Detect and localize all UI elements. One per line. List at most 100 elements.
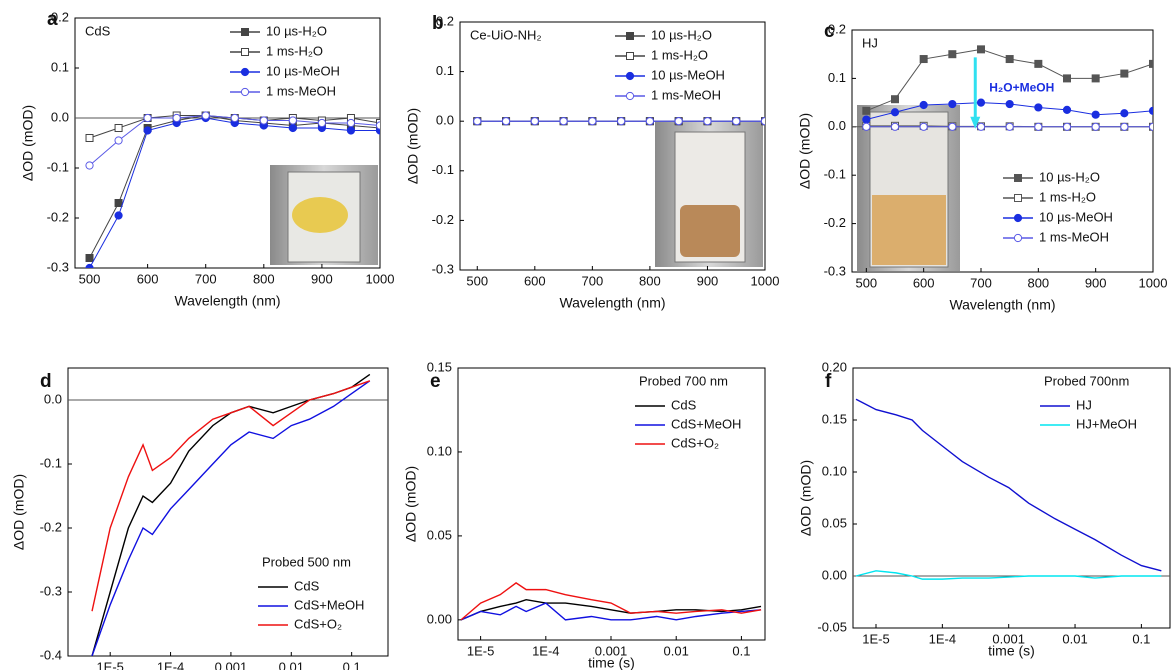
legend-marker: [240, 67, 250, 77]
y-tick-label: -0.3: [432, 261, 454, 276]
x-axis-title: time (s): [988, 643, 1035, 659]
marker: [890, 122, 900, 131]
panel-letter: a: [47, 9, 58, 30]
marker: [143, 126, 152, 135]
plot-area: [473, 117, 765, 126]
marker: [1149, 59, 1153, 68]
plot-area: [862, 45, 1153, 131]
x-tick-label: 1000: [1139, 275, 1168, 290]
marker: [1091, 74, 1100, 83]
x-tick-label: 900: [697, 273, 719, 288]
marker: [890, 108, 900, 117]
marker: [1034, 122, 1043, 131]
marker: [976, 98, 986, 107]
x-tick-label: 1E-4: [929, 631, 956, 646]
legend-marker: [625, 91, 635, 101]
legend-label: 10 µs-H₂O: [651, 27, 712, 42]
marker: [645, 117, 655, 126]
marker: [919, 100, 928, 110]
plot-area: [460, 582, 762, 621]
x-axis-title: time (s): [588, 655, 635, 670]
marker: [288, 123, 297, 133]
marker: [948, 99, 957, 109]
y-tick-label: 0.1: [51, 59, 69, 74]
y-axis-title: ΔOD (mOD): [405, 108, 421, 184]
y-tick-label: -0.3: [40, 583, 62, 598]
y-tick-label: 0.15: [822, 411, 847, 426]
x-tick-label: 900: [311, 271, 333, 286]
legend-title: Probed 700nm: [1044, 373, 1129, 388]
x-axis-title: Wavelength (nm): [949, 297, 1055, 313]
y-tick-label: 0.0: [44, 391, 62, 406]
marker: [559, 117, 568, 126]
legend-label: 1 ms-MeOH: [651, 87, 721, 102]
x-tick-label: 0.1: [1132, 631, 1150, 646]
plot-area: [85, 111, 380, 268]
photo-inset-c: [857, 105, 960, 271]
x-tick-label: 600: [524, 273, 546, 288]
legend-label: 10 µs-MeOH: [266, 63, 340, 78]
series-line: [460, 582, 762, 621]
legend-label: 10 µs-H₂O: [266, 23, 327, 38]
panel-letter: e: [430, 371, 441, 392]
x-tick-label: 0.01: [664, 643, 689, 658]
y-tick-label: 0.05: [427, 527, 452, 542]
y-tick-label: -0.2: [824, 215, 846, 230]
marker: [1120, 69, 1129, 78]
marker: [891, 95, 899, 104]
marker: [85, 134, 94, 142]
y-tick-label: 0.15: [427, 359, 452, 374]
x-axis-title: Wavelength (nm): [559, 295, 665, 311]
plot-frame: [851, 29, 1154, 273]
marker: [1034, 59, 1043, 68]
x-tick-label: 800: [1027, 275, 1049, 290]
y-tick-label: 0.2: [436, 13, 454, 28]
legend-marker: [240, 87, 250, 97]
y-tick-label: 0.2: [51, 9, 69, 24]
marker: [473, 117, 482, 126]
marker: [948, 122, 957, 131]
y-tick-label: -0.3: [824, 263, 846, 278]
panel-letter: b: [432, 13, 444, 34]
marker: [85, 263, 94, 268]
marker: [1148, 122, 1153, 131]
y-tick-label: -0.05: [817, 619, 847, 634]
marker: [1120, 109, 1129, 118]
legend-label: 1 ms-MeOH: [266, 83, 336, 98]
photo-inset-a: [270, 165, 378, 265]
legend-label: CdS+MeOH: [294, 597, 364, 612]
x-tick-label: 600: [137, 271, 159, 286]
panel: 1E-5 1E-4 0.001 0.01 0.1 0.00 0.05 0.10 0.15 time…: [403, 359, 766, 670]
legend-marker: [241, 48, 249, 56]
legend-label: 1 ms-MeOH: [1039, 229, 1109, 244]
legend-label: HJ: [1076, 397, 1092, 412]
marker: [114, 199, 123, 207]
marker: [1034, 103, 1043, 112]
marker: [732, 117, 741, 126]
legend-title: Probed 700 nm: [639, 373, 728, 388]
x-tick-label: 0.1: [343, 659, 361, 670]
panel: 1E-51E-40.0010.010.1-0.4-0.3-0.2-0.10.0t…: [11, 367, 389, 670]
marker: [1005, 122, 1014, 131]
panel-label: Ce-UiO-NH₂: [470, 27, 542, 42]
y-tick-label: -0.2: [47, 209, 69, 224]
x-tick-label: 0.001: [992, 631, 1025, 646]
marker: [317, 118, 327, 128]
marker: [288, 116, 297, 125]
x-tick-label: 0.001: [595, 643, 628, 658]
marker: [862, 106, 871, 115]
y-tick-label: -0.1: [432, 162, 454, 177]
marker: [114, 211, 123, 220]
legend-marker: [625, 71, 635, 81]
marker: [1120, 122, 1129, 131]
panel: 1E-5 1E-4 0.001 0.01 0.1 -0.05 0.00 0.05 0.10 0.1…: [798, 359, 1171, 659]
y-tick-label: -0.1: [47, 159, 69, 174]
x-tick-label: 500: [855, 275, 877, 290]
y-axis-title: ΔOD (mOD): [798, 460, 814, 536]
legend-label: 10 µs-MeOH: [1039, 209, 1113, 224]
series-line: [91, 373, 371, 656]
y-tick-label: 0.0: [436, 113, 454, 128]
y-tick-label: -0.1: [40, 455, 62, 470]
marker: [1062, 105, 1072, 114]
